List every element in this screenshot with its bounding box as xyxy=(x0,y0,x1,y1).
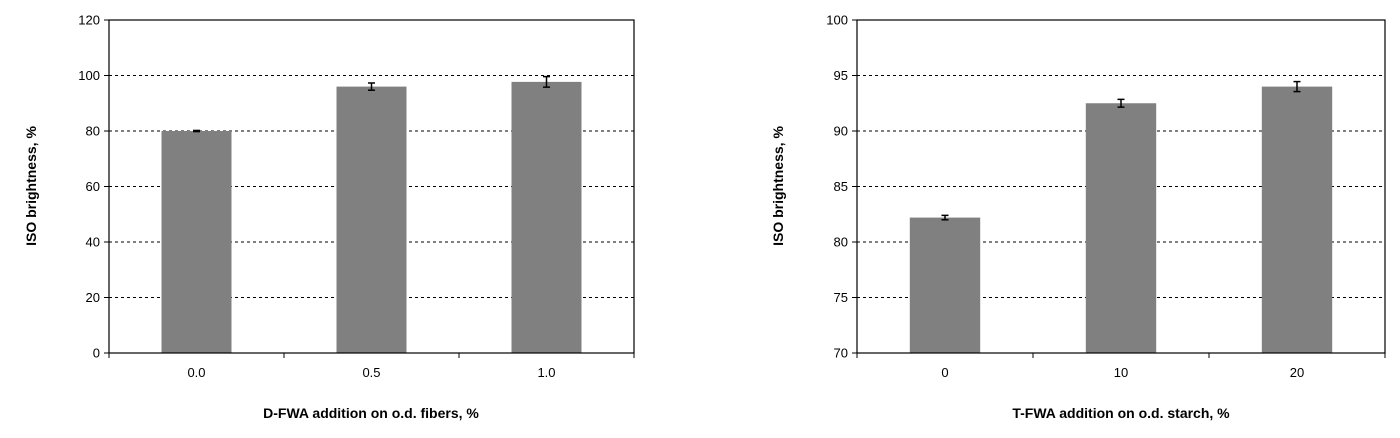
y-tick-label: 40 xyxy=(86,235,100,250)
y-tick-label: 60 xyxy=(86,179,100,194)
x-tick-label: 0.5 xyxy=(362,365,380,380)
plot-frame xyxy=(856,19,1386,354)
chart-right: 70 75 80 85 90 95 100 0 10 20 T-FWA addition on o… xyxy=(770,13,1386,421)
bar xyxy=(1085,103,1157,353)
x-axis-label: D-FWA addition on o.d. fibers, % xyxy=(263,405,479,421)
bar xyxy=(1261,86,1333,353)
x-tick-label: 20 xyxy=(1290,365,1304,380)
bar xyxy=(511,81,582,353)
x-tick-label: 1.0 xyxy=(537,365,555,380)
y-axis-label: ISO brightness, % xyxy=(23,126,39,246)
y-axis-label: ISO brightness, % xyxy=(770,126,786,246)
x-tick-label: 0.0 xyxy=(187,365,205,380)
y-tick-label: 70 xyxy=(834,346,848,361)
bar xyxy=(336,86,407,353)
y-tick-label: 20 xyxy=(86,290,100,305)
x-tick-label: 0 xyxy=(941,365,948,380)
y-tick-label: 95 xyxy=(834,68,848,83)
bar xyxy=(161,131,232,353)
y-tick-label: 100 xyxy=(78,68,100,83)
y-tick-label: 85 xyxy=(834,179,848,194)
x-tick-label: 10 xyxy=(1114,365,1128,380)
y-tick-label: 100 xyxy=(826,13,848,28)
y-tick-label: 90 xyxy=(834,124,848,139)
plot-frame xyxy=(108,19,635,354)
y-tick-label: 120 xyxy=(78,13,100,28)
x-axis-label: T-FWA addition on o.d. starch, % xyxy=(1012,405,1230,421)
y-tick-label: 75 xyxy=(834,290,848,305)
y-tick-label: 0 xyxy=(93,346,100,361)
chart-left: 0 20 40 60 80 100 120 0.0 0.5 1.0 D-FWA addition … xyxy=(23,13,635,421)
y-tick-label: 80 xyxy=(834,235,848,250)
bar xyxy=(909,217,981,353)
y-tick-label: 80 xyxy=(86,124,100,139)
